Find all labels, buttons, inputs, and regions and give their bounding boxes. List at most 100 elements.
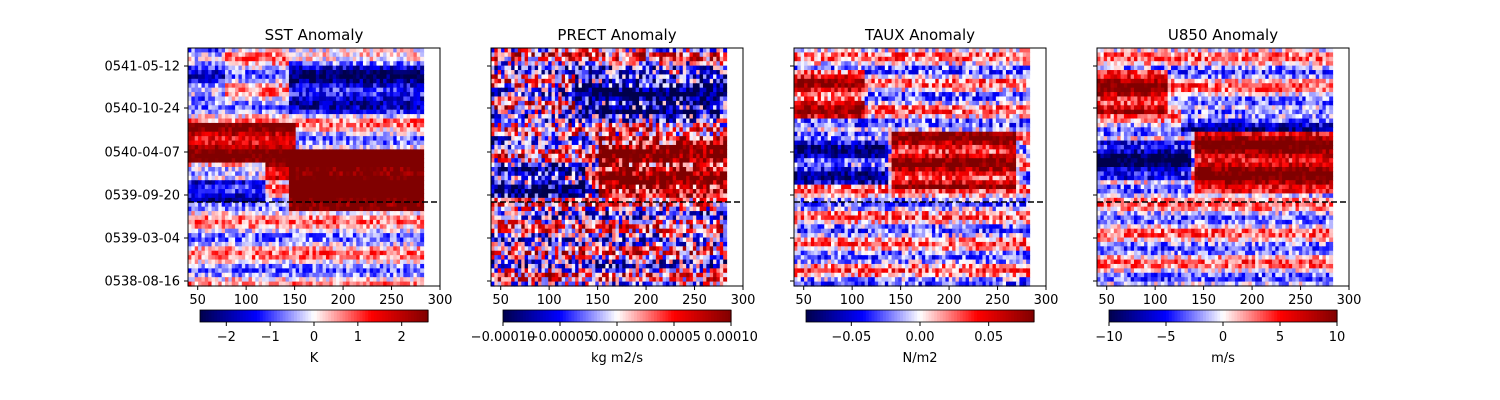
heatmap-cell: [204, 127, 209, 133]
heatmap-cell: [211, 127, 216, 133]
heatmap-cell: [362, 118, 367, 124]
heatmap-cell: [188, 149, 192, 155]
heatmap-cell: [241, 65, 246, 71]
heatmap-cell: [225, 171, 229, 177]
heatmap-cell: [211, 211, 216, 217]
heatmap-cell: [208, 92, 213, 98]
heatmap-cell: [336, 237, 340, 243]
heatmap-cell: [211, 109, 216, 115]
heatmap-cell: [420, 105, 425, 111]
heatmap-cell: [231, 136, 236, 142]
heatmap-cell: [413, 56, 418, 62]
heatmap-cell: [420, 268, 425, 274]
heatmap-cell: [218, 70, 223, 76]
heatmap-cell: [194, 92, 199, 98]
heatmap-cell: [262, 52, 266, 58]
heatmap-cell: [383, 52, 388, 58]
heatmap-cell: [292, 52, 297, 58]
heatmap-cell: [386, 241, 391, 247]
heatmap-cell: [399, 65, 404, 71]
heatmap-cell: [410, 241, 415, 247]
heatmap-cell: [416, 277, 421, 283]
heatmap-cell: [241, 74, 246, 80]
heatmap-cell: [268, 224, 273, 230]
heatmap-cell: [312, 215, 317, 221]
heatmap-cell: [211, 105, 216, 111]
heatmap-cell: [386, 219, 391, 225]
heatmap-cell: [410, 246, 415, 252]
heatmap-cell: [359, 127, 364, 133]
heatmap-cell: [356, 70, 361, 76]
heatmap-cell: [659, 61, 664, 67]
heatmap-cell: [295, 118, 300, 124]
heatmap-cell: [336, 180, 340, 186]
heatmap-cell: [194, 52, 199, 58]
heatmap-cell: [322, 184, 327, 190]
heatmap-cell: [225, 52, 229, 58]
heatmap-cell: [420, 211, 425, 217]
colorbar-tick-label: 2: [398, 330, 406, 345]
heatmap-cell: [332, 114, 337, 120]
heatmap-cell: [359, 162, 364, 168]
heatmap-cell: [268, 70, 273, 76]
heatmap-cell: [262, 158, 266, 164]
heatmap-cell: [420, 202, 425, 208]
heatmap-cell: [275, 136, 280, 142]
heatmap-cell: [393, 70, 398, 76]
heatmap-cell: [292, 122, 297, 128]
heatmap-cell: [198, 65, 203, 71]
heatmap-cell: [268, 180, 273, 186]
heatmap-cell: [336, 250, 340, 256]
heatmap-cell: [639, 105, 643, 111]
heatmap-cell: [225, 193, 229, 199]
colorbar-tick-label: 0: [310, 330, 318, 345]
heatmap-cell: [208, 127, 213, 133]
heatmap-cell: [211, 241, 216, 247]
heatmap-cell: [262, 122, 266, 128]
heatmap-cell: [332, 131, 337, 137]
heatmap-cell: [420, 127, 425, 133]
heatmap-cell: [278, 149, 283, 155]
heatmap-cell: [319, 114, 324, 120]
heatmap-cell: [295, 180, 300, 186]
heatmap-cell: [413, 92, 418, 98]
heatmap-cell: [241, 193, 246, 199]
heatmap-cell: [366, 118, 371, 124]
heatmap-cell: [268, 136, 273, 142]
heatmap-cell: [399, 87, 404, 93]
heatmap-cell: [373, 268, 378, 274]
heatmap-cell: [410, 153, 415, 159]
heatmap-cell: [349, 237, 354, 243]
heatmap-cell: [403, 109, 408, 115]
heatmap-cell: [268, 241, 273, 247]
heatmap-cell: [322, 219, 327, 225]
heatmap-cell: [188, 167, 192, 173]
heatmap-cell: [302, 70, 307, 76]
heatmap-cell: [302, 83, 307, 89]
heatmap-cell: [349, 70, 354, 76]
heatmap-cell: [507, 87, 512, 93]
heatmap-cell: [332, 149, 337, 155]
heatmap-cell: [201, 92, 206, 98]
heatmap-cell: [295, 136, 300, 142]
heatmap-cell: [379, 224, 384, 230]
heatmap-cell: [501, 92, 506, 98]
heatmap-cell: [369, 136, 374, 142]
heatmap-cell: [369, 167, 374, 173]
heatmap-cell: [702, 78, 707, 84]
heatmap-cell: [265, 127, 270, 133]
heatmap-cell: [218, 241, 223, 247]
heatmap-cell: [369, 149, 374, 155]
heatmap-cell: [218, 136, 223, 142]
heatmap-cell: [208, 158, 213, 164]
heatmap-cell: [602, 100, 606, 106]
heatmap-cell: [342, 118, 347, 124]
heatmap-cell: [507, 109, 512, 115]
heatmap-cell: [299, 206, 303, 212]
heatmap-cell: [211, 263, 216, 269]
heatmap-cell: [312, 74, 317, 80]
heatmap-cell: [349, 189, 354, 195]
heatmap-cell: [211, 246, 216, 252]
heatmap-cell: [420, 237, 425, 243]
heatmap-cell: [346, 100, 351, 106]
